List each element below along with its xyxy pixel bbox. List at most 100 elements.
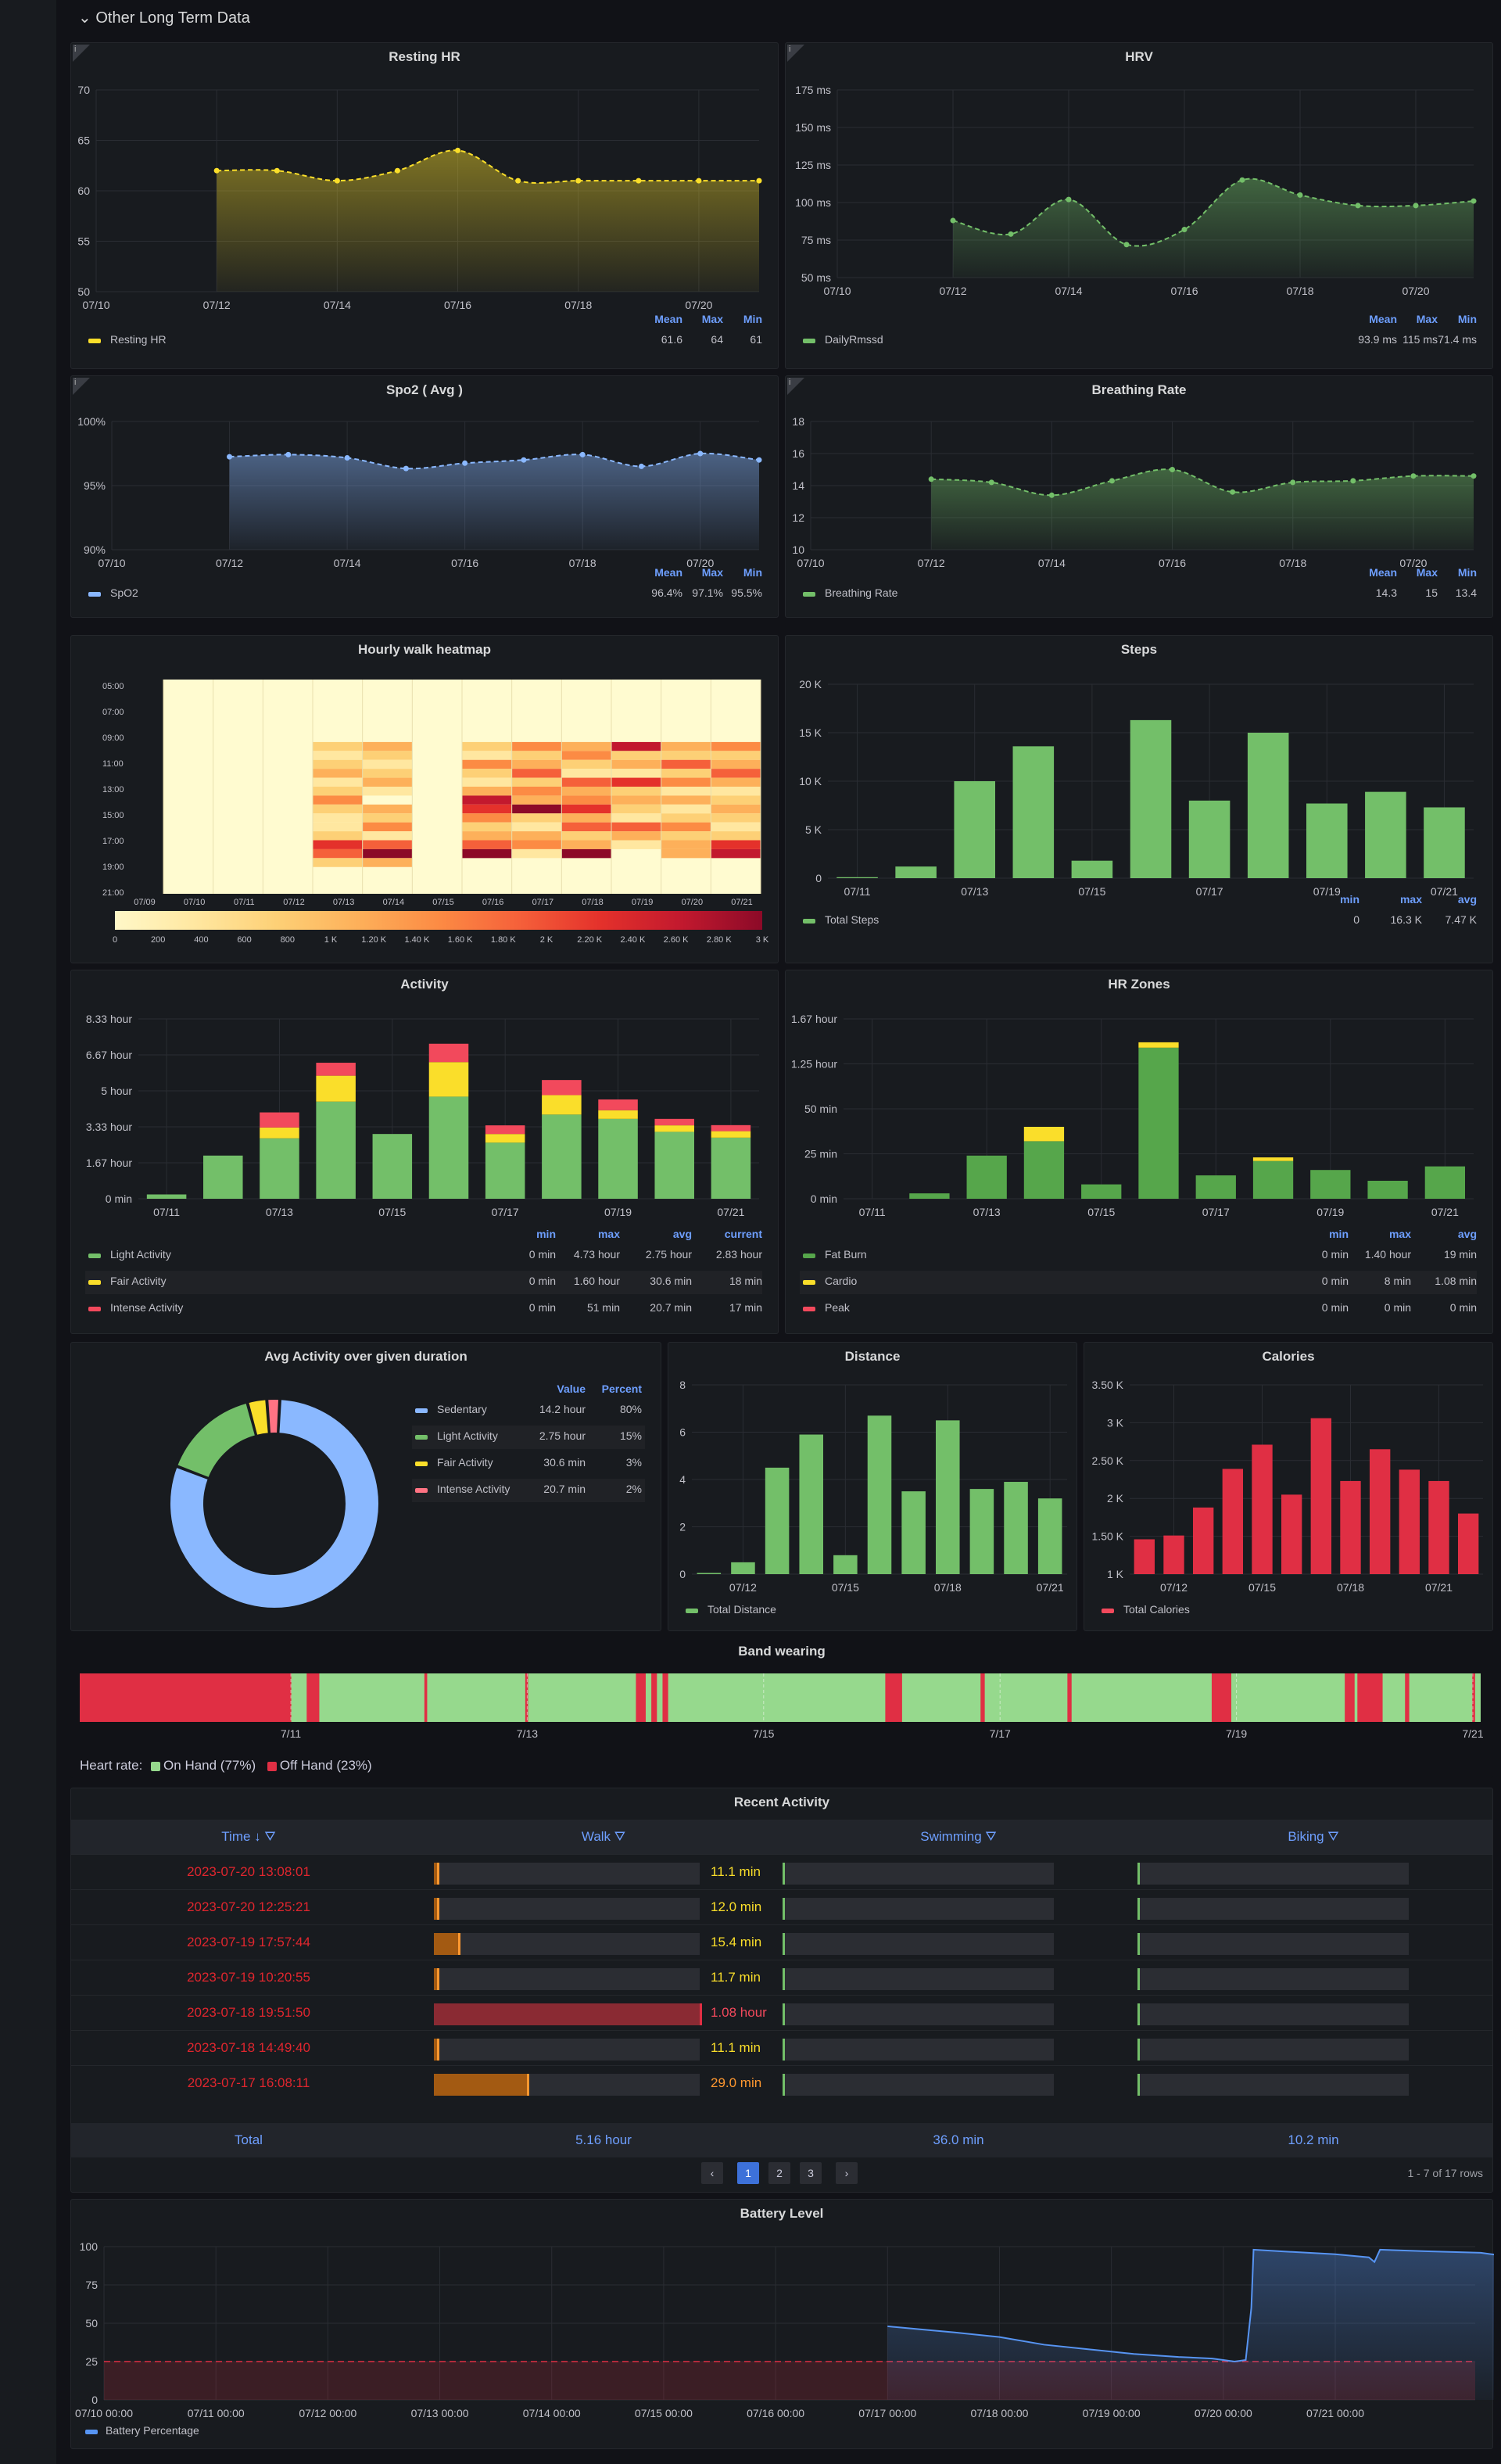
bar [1424, 807, 1465, 878]
table-row[interactable]: 2023-07-20 12:25:21 12.0 min [71, 1889, 1492, 1924]
band-legend: Heart rate: On Hand (77%) Off Hand (23%) [80, 1758, 372, 1774]
bar [1306, 803, 1348, 878]
table-row[interactable]: 2023-07-18 14:49:40 11.1 min [71, 2030, 1492, 2065]
panel-title: Avg Activity over given duration [264, 1349, 467, 1364]
bar [1081, 1184, 1122, 1199]
legend-swatch [415, 1488, 428, 1493]
info-icon[interactable]: i [73, 45, 90, 62]
on-hand-label[interactable]: On Hand (77%) [163, 1758, 256, 1773]
x-tick-label: 07/20 [686, 557, 714, 569]
bar [711, 1131, 751, 1138]
walk-gauge-fill [434, 1898, 439, 1920]
heatmap-cell [561, 804, 611, 814]
walk-gauge-fill [434, 2074, 529, 2096]
bar [1138, 1042, 1179, 1048]
filter-icon[interactable]: ⛛ [264, 1829, 276, 1844]
bar [1071, 860, 1113, 878]
page-2-button[interactable]: 2 [768, 2162, 790, 2184]
info-icon[interactable]: i [787, 45, 804, 62]
info-icon[interactable]: i [73, 378, 90, 395]
on-hand-swatch [151, 1761, 161, 1771]
y-tick-label: 1.50 K [1092, 1530, 1124, 1543]
y-tick-label: 175 ms [795, 84, 831, 96]
off-hand-segment [980, 1673, 985, 1722]
series-area [931, 469, 1474, 550]
x-tick-label: 07/15 [378, 1206, 406, 1218]
data-point [575, 178, 582, 184]
off-hand-label[interactable]: Off Hand (23%) [279, 1758, 372, 1773]
heatmap-cell [511, 741, 562, 751]
bar [485, 1134, 525, 1143]
bar [731, 1562, 755, 1574]
legend-value: 30.6 min [650, 1275, 692, 1287]
row-collapse-title[interactable]: ⌄ Other Long Term Data [78, 9, 250, 27]
hr-zones-chart: 0 min 25 min 50 min 1.25 hour 1.67 hour 07/11… [791, 1013, 1477, 1314]
table-row[interactable]: 2023-07-17 16:08:11 29.0 min [71, 2065, 1492, 2100]
column-header-biking[interactable]: Biking ⛛ [1288, 1829, 1339, 1844]
heatmap-cell [511, 751, 562, 760]
y-tick-label: 20 K [799, 678, 822, 690]
prev-page-button[interactable]: ‹ [701, 2162, 723, 2184]
y-tick-label: 12 [792, 511, 804, 524]
page-3-button[interactable]: 3 [800, 2162, 822, 2184]
y-tick-label: 25 [85, 2355, 98, 2368]
heatmap-cell [462, 759, 512, 769]
bar [428, 1043, 469, 1063]
y-tick-label: 150 ms [795, 121, 831, 134]
x-tick-label: 07/13 00:00 [411, 2407, 469, 2419]
hrv-chart: 50 ms 75 ms 100 ms 125 ms 150 ms 175 ms 07/10 0… [795, 84, 1477, 346]
data-point [213, 167, 220, 174]
heatmap-cell [611, 751, 661, 760]
donut-slice [247, 1398, 270, 1437]
legend-series-name: Cardio [825, 1275, 857, 1287]
bar [833, 1555, 858, 1574]
bar [1340, 1480, 1361, 1574]
heatmap-cell [462, 769, 512, 778]
table-row[interactable]: 2023-07-19 10:20:55 11.7 min [71, 1960, 1492, 1995]
off-hand-segment [1357, 1673, 1383, 1722]
data-point [403, 465, 409, 472]
x-tick-label: 07/19 [604, 1206, 632, 1218]
column-header-time[interactable]: Time ↓ ⛛ [221, 1829, 276, 1844]
bar [203, 1155, 243, 1199]
heatmap-cell [561, 795, 611, 805]
next-page-button[interactable]: › [836, 2162, 858, 2184]
bar [1130, 719, 1172, 878]
heatmap-cell [711, 822, 761, 832]
band-wearing-timeline: 7/11 7/13 7/15 7/17 7/19 7/21 [80, 1673, 1484, 1740]
table-row[interactable]: 2023-07-20 13:08:01 11.1 min [71, 1854, 1492, 1889]
column-header-walk[interactable]: Walk ⛛ [581, 1829, 626, 1844]
filter-icon[interactable]: ⛛ [614, 1829, 626, 1844]
scale-tick-label: 2.80 K [707, 935, 732, 945]
avg-activity-panel: Avg Activity over given duration Value Pe… [70, 1342, 661, 1631]
heatmap-cell [561, 787, 611, 796]
legend-value: 64 [711, 333, 723, 346]
bar [316, 1101, 356, 1199]
biking-gauge [1137, 2003, 1409, 2025]
table-row[interactable]: 2023-07-19 17:57:44 15.4 min [71, 1924, 1492, 1960]
scale-tick-label: 200 [151, 935, 165, 945]
legend-value: 95.5% [731, 586, 762, 599]
filter-icon[interactable]: ⛛ [1327, 1829, 1339, 1844]
bar [1310, 1170, 1351, 1199]
bar [428, 1062, 469, 1097]
heatmap-cell [362, 858, 413, 867]
y-tick-label: 50 ms [801, 271, 831, 284]
y-tick-label: 09:00 [102, 733, 124, 743]
legend-value: 20.7 min [650, 1301, 692, 1314]
biking-gauge [1137, 1968, 1409, 1990]
x-tick-label: 07/15 [432, 898, 454, 907]
page-1-button[interactable]: 1 [737, 2162, 759, 2184]
info-icon[interactable]: i [787, 378, 804, 395]
filter-icon[interactable]: ⛛ [985, 1829, 997, 1844]
legend-value: 2% [626, 1483, 642, 1495]
off-hand-swatch [267, 1761, 277, 1771]
x-tick-label: 07/12 [203, 299, 231, 311]
bar [909, 1193, 950, 1199]
x-tick-label: 07/16 [1170, 285, 1198, 297]
legend-series-name: SpO2 [110, 586, 138, 599]
table-row[interactable]: 2023-07-18 19:51:50 1.08 hour [71, 1995, 1492, 2030]
column-header-swimming[interactable]: Swimming ⛛ [920, 1829, 997, 1844]
bar [1012, 746, 1055, 878]
scale-tick-label: 2.60 K [664, 935, 689, 945]
